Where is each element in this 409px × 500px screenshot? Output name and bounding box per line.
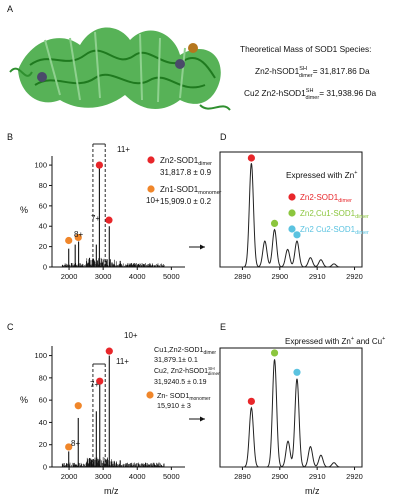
panel-c-legend-2-value: 31,9240.5 ± 0.19	[154, 379, 207, 386]
panel-c-y-tick-label: 0	[43, 463, 47, 472]
panel-d-peak-marker-green	[270, 219, 279, 227]
panel-d-x-tick-label: 2890	[234, 272, 251, 281]
panel-b-legend-2-value: 15,909.0 ± 0.2	[160, 197, 212, 206]
panel-c-y-tick-label: 40	[39, 418, 47, 427]
panel-b-charge-7: 7+	[91, 214, 100, 223]
panel-b-x-tick-label: 4000	[129, 272, 146, 281]
panel-c-peak-marker-orange	[74, 402, 82, 410]
arrow-c-to-e-head	[200, 416, 205, 422]
panel-d-legend-marker-blue	[288, 225, 296, 233]
panel-b-charge-11: 11+	[117, 145, 130, 154]
panel-e-title: Expressed with Zn+ and Cu+	[285, 336, 385, 346]
panel-e-spectrum-line	[220, 359, 362, 468]
protein-structure-illustration	[9, 27, 231, 111]
panel-d-title: Expressed with Zn+	[286, 170, 357, 180]
panel-b-y-tick-label: 80	[39, 181, 47, 190]
panel-d-legend-marker-green	[288, 209, 296, 217]
panel-c-legend-1-name: Cu1,Zn2-SOD1dimer	[154, 345, 216, 356]
zinc-atom-right	[175, 59, 185, 69]
panel-c-legend-3-value: 15,910 ± 3	[157, 401, 191, 410]
panel-e-peak-marker-blue	[293, 368, 301, 376]
panel-c-charge-10: 10+	[124, 331, 138, 340]
panel-e-xlabel: m/z	[305, 486, 320, 496]
panel-d-x-tick-label: 2920	[346, 272, 363, 281]
panel-label-c: C	[7, 322, 14, 332]
panel-b-x-tick-label: 2000	[61, 272, 78, 281]
panel-c-peak-marker-orange	[65, 443, 73, 451]
panel-d-x-tick-label: 2910	[309, 272, 326, 281]
panel-d-peak-marker-blue	[293, 231, 301, 239]
panel-b-y-tick-label: 100	[34, 161, 47, 170]
panel-b-x-tick-label: 5000	[163, 272, 180, 281]
panel-b-legend-marker-orange	[147, 185, 155, 193]
theory-heading: Theoretical Mass of SOD1 Species:	[240, 44, 371, 54]
panel-c-ylabel: %	[20, 395, 28, 405]
panel-label-b: B	[7, 132, 13, 142]
panel-b-y-tick-label: 0	[43, 263, 47, 272]
panel-c-legend-3-name: Zn- SOD1monomer	[157, 391, 211, 402]
panel-c-legend-marker-orange	[146, 391, 154, 399]
panel-c-x-tick-label: 2000	[61, 472, 78, 481]
panel-b-y-tick-label: 60	[39, 201, 47, 210]
panel-c-y-tick-label: 100	[34, 351, 47, 360]
panel-c-peak-marker-red	[96, 377, 104, 385]
panel-c-plot: 2000 3000 4000 5000 0 20 40 60 80 100	[34, 346, 185, 481]
panel-e-frame	[219, 347, 363, 468]
panel-label-d: D	[220, 132, 227, 142]
panel-b-ylabel: %	[20, 205, 28, 215]
panel-e-x-tick-label: 2910	[309, 472, 326, 481]
panel-e-peak-marker-green	[270, 349, 279, 357]
panel-label-a: A	[7, 4, 13, 14]
panel-b-legend-1-name: Zn2-SOD1dimer	[160, 156, 212, 167]
panel-b-legend-marker-red	[147, 156, 155, 164]
panel-c-charge-11: 11+	[116, 357, 129, 366]
copper-atom	[188, 43, 198, 53]
panel-c-y-tick-label: 20	[39, 440, 47, 449]
panel-c-legend-2-name: Cu2, Zn2-hSOD1SH dimer	[154, 366, 220, 377]
panel-b-plot: 2000 3000 4000 5000 0 20 40 60 80 100	[34, 143, 185, 281]
panel-b-legend-2-name: Zn1-SOD1monomer	[160, 185, 222, 196]
panel-d-plot: 2890 2900 2910 2920	[219, 151, 363, 281]
panel-d-peak-marker-red	[247, 154, 255, 162]
panel-c-y-tick-label: 60	[39, 396, 47, 405]
panel-c-charge-7: 7+	[90, 380, 99, 389]
panel-label-e: E	[220, 322, 226, 332]
panel-d-legend-1: Zn2-SOD1dimer	[300, 193, 352, 204]
panel-d-x-tick-label: 2900	[271, 272, 288, 281]
panel-d-frame	[219, 151, 363, 268]
panel-b-peak-marker-orange	[65, 236, 73, 245]
zinc-atom-left	[37, 72, 47, 82]
panel-c-x-tick-label: 5000	[163, 472, 180, 481]
panel-b-y-tick-label: 40	[39, 222, 47, 231]
panel-d-legend-3: Zn2 Cu2-SOD1dimer	[300, 225, 369, 236]
panel-e-x-tick-label: 2900	[271, 472, 288, 481]
panel-e-x-tick-label: 2920	[346, 472, 363, 481]
panel-b-peak-marker-red	[105, 216, 113, 224]
panel-b-charge-8: 8+	[74, 230, 83, 239]
panel-c-peak-marker-red	[105, 347, 113, 355]
panel-e-x-tick-label: 2890	[234, 472, 251, 481]
panel-b-peak-marker-red	[95, 161, 104, 169]
panel-c-legend-1-value: 31,879.1± 0.1	[154, 355, 198, 364]
theory-line-1: Zn2-hSOD1SH dimer= 31,817.86 Da	[255, 66, 370, 79]
arrow-b-to-d-head	[200, 244, 205, 250]
panel-d-spectrum-line	[220, 163, 362, 268]
panel-d-legend-marker-red	[288, 193, 296, 201]
panel-c-x-tick-label: 4000	[129, 472, 146, 481]
panel-c-y-tick-label: 80	[39, 373, 47, 382]
theory-line-2: Cu2 Zn2-hSOD1SH dimer= 31,938.96 Da	[244, 88, 377, 101]
panel-b-y-tick-label: 20	[39, 242, 47, 251]
panel-b-x-tick-label: 3000	[95, 272, 112, 281]
panel-b-legend-1-value: 31,817.8 ± 0.9	[160, 168, 212, 177]
panel-e-peak-marker-red	[247, 397, 255, 405]
panel-c-charge-8: 8+	[71, 439, 80, 448]
panel-c-xlabel: m/z	[104, 486, 119, 496]
panel-b-charge-10: 10+	[146, 196, 160, 205]
panel-b-peak-marker-orange	[74, 233, 82, 242]
panel-d-legend-2: Zn2,Cu1-SOD1dimer	[300, 209, 369, 220]
panel-c-x-tick-label: 3000	[95, 472, 112, 481]
panel-e-plot: 2890 2900 2910 2920	[219, 347, 363, 481]
